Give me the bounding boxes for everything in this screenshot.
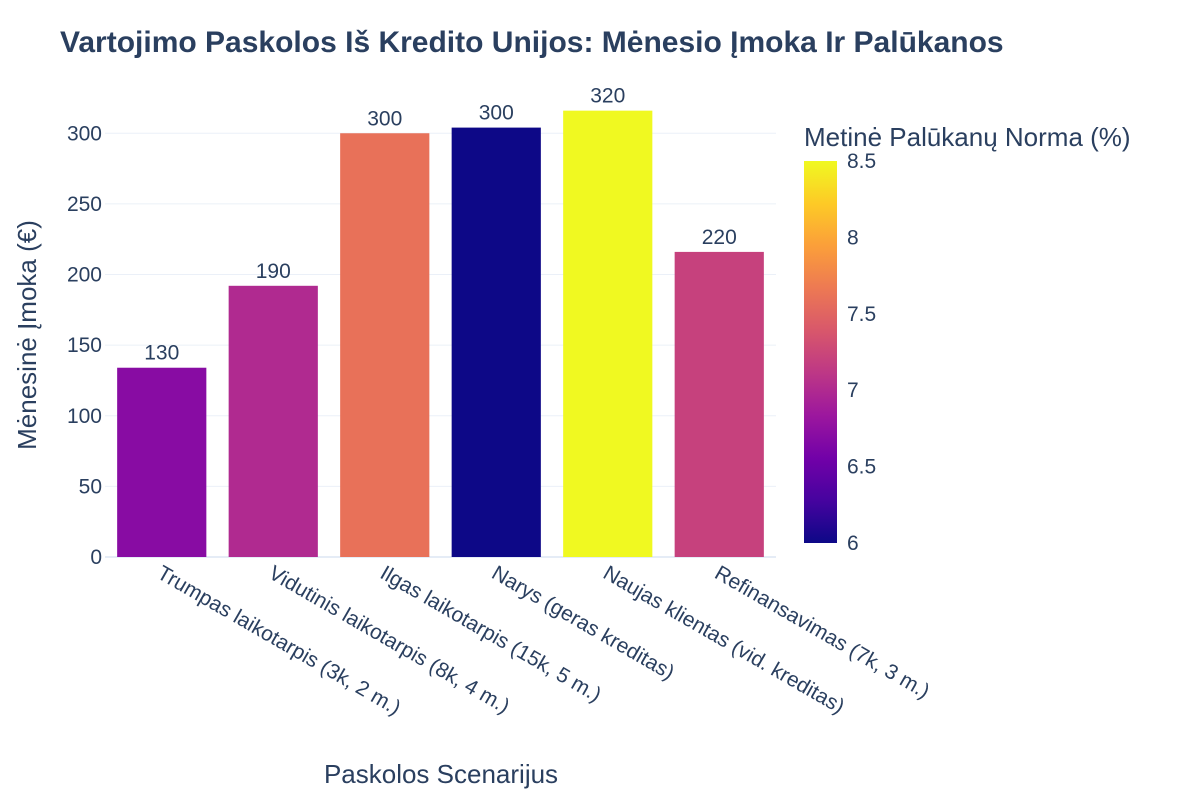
- x-axis-ticks: Trumpas laikotarpis (3k, 2 m.)Vidutinis …: [153, 561, 933, 719]
- x-tick-label: Refinansavimas (7k, 3 m.): [711, 561, 934, 703]
- y-tick-label: 250: [67, 193, 102, 216]
- y-tick-label: 100: [67, 405, 102, 428]
- colorbar: [804, 161, 837, 543]
- y-axis-ticks: 0 50 100 150 200 250 300: [67, 122, 102, 569]
- x-tick-label: Narys (geras kreditas): [488, 561, 678, 684]
- colorbar-tick-label: 8.5: [847, 150, 876, 173]
- colorbar-title: Metinė Palūkanų Norma (%): [804, 122, 1131, 152]
- colorbar-tick-label: 6.5: [847, 456, 876, 479]
- bar: [451, 127, 541, 557]
- colorbar-tick-label: 6: [847, 532, 859, 555]
- y-tick-label: 0: [90, 546, 102, 569]
- bars: [117, 110, 764, 558]
- colorbar-tick-label: 7: [847, 379, 859, 402]
- bar: [674, 251, 764, 557]
- chart-title: Vartojimo Paskolos Iš Kredito Unijos: Mė…: [60, 26, 1004, 59]
- x-axis-title: Paskolos Scenarijus: [324, 759, 558, 789]
- colorbar-ticks: 6 6.5 7 7.5 8 8.5: [847, 150, 876, 555]
- y-tick-label: 150: [67, 334, 102, 357]
- bar-data-label: 320: [590, 85, 625, 108]
- bar: [228, 285, 318, 557]
- colorbar-tick-label: 7.5: [847, 303, 876, 326]
- y-axis-title: Mėnesinė Įmoka (€): [12, 220, 42, 450]
- bar-data-label: 130: [144, 342, 179, 365]
- gridlines: [105, 132, 776, 558]
- bar: [563, 110, 653, 558]
- bar-data-label: 300: [367, 107, 402, 130]
- bar: [340, 133, 430, 557]
- y-tick-label: 50: [79, 475, 102, 498]
- colorbar-tick-label: 8: [847, 226, 859, 249]
- bar: [117, 367, 207, 557]
- y-tick-label: 200: [67, 264, 102, 287]
- bar-data-label: 220: [702, 226, 737, 249]
- bar-labels: 130 190 300 300 320 220: [144, 85, 737, 365]
- bar-data-label: 300: [479, 102, 514, 125]
- y-tick-label: 300: [67, 122, 102, 145]
- bar-data-label: 190: [256, 260, 291, 283]
